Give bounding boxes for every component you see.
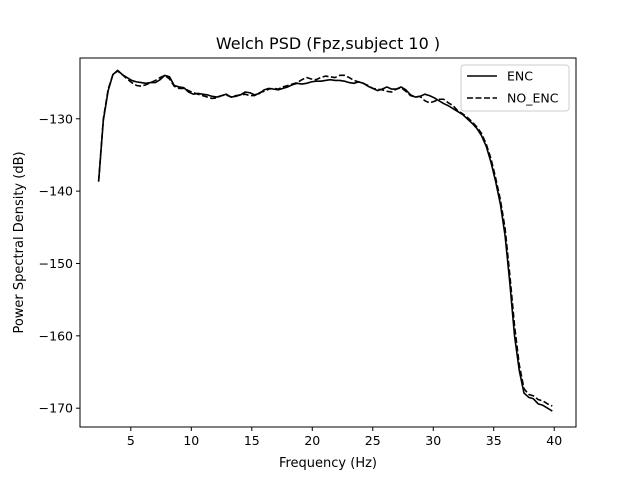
x-tick-label: 15 <box>244 433 260 448</box>
x-tick-label: 35 <box>486 433 502 448</box>
x-tick-label: 40 <box>546 433 562 448</box>
x-tick-label: 25 <box>365 433 381 448</box>
series-layer <box>97 69 553 412</box>
x-tick-label: 30 <box>425 433 441 448</box>
series-line-no-enc <box>97 70 553 407</box>
x-axis-label: Frequency (Hz) <box>279 456 377 471</box>
y-axis-ticks: −130 −140 −150 −160 −170 <box>39 111 80 416</box>
chart-title: Welch PSD (Fpz,subject 10 ) <box>216 34 440 53</box>
x-tick-label: 10 <box>183 433 199 448</box>
x-tick-label: 5 <box>127 433 135 448</box>
plot-area-frame <box>79 57 577 428</box>
y-tick-label: −130 <box>39 111 73 126</box>
y-tick-label: −170 <box>39 401 73 416</box>
legend: ENC NO_ENC <box>460 64 570 112</box>
x-axis-ticks: 5 10 15 20 25 30 35 40 <box>127 427 562 448</box>
y-tick-label: −160 <box>39 328 73 343</box>
x-tick-label: 20 <box>304 433 320 448</box>
legend-label-no-enc: NO_ENC <box>507 91 559 106</box>
y-tick-label: −140 <box>39 184 73 199</box>
legend-label-enc: ENC <box>507 69 533 84</box>
y-tick-label: −150 <box>39 256 73 271</box>
y-axis-label: Power Spectral Density (dB) <box>12 151 27 333</box>
